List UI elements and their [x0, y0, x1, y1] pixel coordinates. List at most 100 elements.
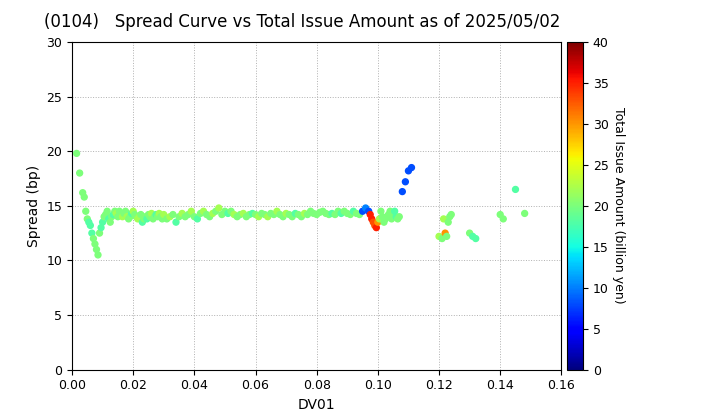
Point	[201, 211, 212, 218]
Point	[253, 213, 264, 220]
Point	[189, 213, 200, 220]
Point	[369, 222, 381, 229]
Point	[194, 210, 206, 217]
Point	[102, 208, 113, 215]
Point	[341, 210, 353, 217]
Point	[314, 209, 325, 216]
Point	[77, 189, 89, 196]
Point	[133, 213, 145, 220]
Point	[274, 211, 286, 218]
Point	[94, 230, 105, 236]
Point	[89, 241, 101, 247]
Point	[78, 194, 90, 200]
Point	[186, 208, 197, 215]
Point	[141, 215, 153, 222]
Point	[137, 219, 148, 226]
Point	[231, 213, 243, 220]
Point	[262, 213, 274, 220]
Point	[364, 211, 376, 218]
Point	[156, 215, 168, 222]
Point	[284, 211, 295, 218]
Point	[135, 211, 147, 218]
Point	[158, 211, 169, 218]
Point	[299, 210, 310, 217]
Point	[302, 211, 313, 218]
Y-axis label: Total Issue Amount (billion yen): Total Issue Amount (billion yen)	[612, 108, 625, 304]
Point	[167, 211, 179, 218]
Point	[510, 186, 521, 193]
Point	[439, 230, 451, 236]
Point	[112, 213, 124, 220]
Point	[100, 211, 112, 218]
Point	[161, 215, 173, 222]
Point	[213, 205, 225, 211]
Point	[123, 215, 135, 222]
Point	[379, 215, 391, 222]
Point	[145, 210, 157, 217]
Point	[446, 211, 457, 218]
Text: (0104)   Spread Curve vs Total Issue Amount as of 2025/05/02: (0104) Spread Curve vs Total Issue Amoun…	[44, 13, 561, 31]
Point	[198, 208, 210, 215]
Point	[95, 224, 107, 231]
Point	[333, 208, 344, 215]
Point	[182, 211, 194, 218]
Point	[149, 213, 161, 220]
Point	[287, 213, 298, 220]
Point	[83, 219, 94, 226]
Point	[92, 252, 104, 258]
Point	[259, 211, 271, 218]
X-axis label: DV01: DV01	[298, 398, 336, 412]
Point	[443, 219, 454, 226]
Point	[88, 235, 99, 242]
Point	[467, 233, 478, 240]
Point	[164, 213, 176, 220]
Point	[308, 210, 320, 217]
Point	[292, 211, 304, 218]
Point	[86, 230, 98, 236]
Point	[433, 233, 445, 240]
Point	[127, 208, 139, 215]
Point	[109, 208, 120, 215]
Point	[256, 210, 267, 217]
Point	[268, 211, 279, 218]
Point	[103, 215, 114, 222]
Point	[367, 219, 379, 226]
Point	[372, 219, 384, 226]
Point	[144, 213, 156, 220]
Point	[238, 210, 249, 217]
Point	[235, 211, 246, 218]
Point	[444, 213, 456, 220]
Point	[99, 213, 110, 220]
Point	[371, 224, 382, 231]
Point	[436, 235, 448, 242]
Point	[377, 213, 388, 220]
Point	[96, 219, 108, 226]
Point	[121, 213, 132, 220]
Point	[179, 213, 191, 220]
Point	[222, 210, 234, 217]
Point	[153, 210, 165, 217]
Point	[247, 210, 258, 217]
Point	[357, 208, 369, 215]
Point	[120, 208, 131, 215]
Point	[397, 188, 408, 195]
Point	[91, 246, 102, 253]
Point	[390, 213, 402, 220]
Point	[383, 211, 395, 218]
Point	[495, 211, 506, 218]
Point	[204, 213, 215, 220]
Point	[129, 211, 140, 218]
Point	[152, 213, 163, 220]
Point	[441, 233, 452, 240]
Point	[114, 208, 125, 215]
Point	[387, 211, 399, 218]
Point	[320, 210, 332, 217]
Point	[155, 213, 166, 220]
Point	[400, 178, 411, 185]
Point	[117, 213, 128, 220]
Point	[338, 208, 350, 215]
Point	[382, 213, 393, 220]
Point	[366, 215, 377, 222]
Point	[74, 170, 86, 176]
Point	[323, 211, 335, 218]
